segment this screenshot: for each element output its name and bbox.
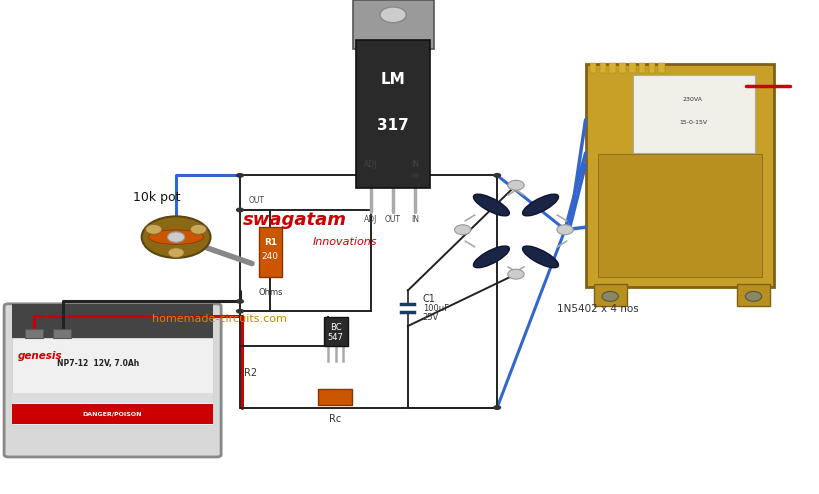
Bar [649,63,655,73]
Bar [737,284,770,306]
Text: Innovations: Innovations [313,237,378,247]
Bar [639,63,645,73]
Circle shape [411,173,419,178]
Text: BC: BC [330,323,342,331]
Text: 25V: 25V [423,313,439,322]
Text: Pb: Pb [133,396,143,405]
Text: swagatam: swagatam [242,211,346,229]
Text: OUT: OUT [248,196,265,205]
Text: Rc: Rc [329,414,341,424]
Bar [259,227,282,277]
Ellipse shape [473,194,509,216]
Text: genesis: genesis [18,351,62,361]
Circle shape [142,216,210,258]
Bar [12,338,213,425]
Text: R2: R2 [244,368,257,378]
Bar [324,317,348,346]
Bar [600,63,606,73]
Bar [25,329,43,338]
Circle shape [602,291,618,301]
Text: OUT: OUT [385,215,401,224]
Circle shape [493,405,501,410]
Text: C1: C1 [423,294,436,304]
Ellipse shape [473,246,509,268]
Text: 547: 547 [328,333,344,342]
Text: LM: LM [381,72,405,87]
Bar [12,304,213,338]
Bar [629,63,636,73]
Bar [318,389,352,405]
Text: 15-0-15V: 15-0-15V [679,120,707,124]
Bar [658,63,665,73]
Text: ADJ: ADJ [364,215,378,224]
Bar [619,63,626,73]
Text: IN: IN [411,215,419,224]
Bar [12,393,213,403]
Text: 1N5402 x 4 nos: 1N5402 x 4 nos [557,304,639,314]
Bar [352,0,434,49]
Bar [590,63,596,73]
Circle shape [168,248,184,258]
Circle shape [493,173,501,178]
Ellipse shape [148,230,204,245]
Bar [598,155,762,277]
Bar [356,40,430,188]
Text: 230VA: 230VA [683,97,703,102]
Circle shape [168,232,185,243]
Text: R1: R1 [264,238,277,247]
Circle shape [557,225,573,235]
Circle shape [508,180,524,190]
Bar [632,76,755,153]
Bar [12,404,213,424]
Bar [609,63,616,73]
Ellipse shape [523,194,559,216]
Circle shape [236,173,244,178]
FancyBboxPatch shape [4,304,221,457]
Circle shape [236,299,244,304]
Bar [53,329,71,338]
Text: DANGER/POISON: DANGER/POISON [83,412,143,416]
Circle shape [236,309,244,314]
Circle shape [745,291,762,301]
Text: NP7-12  12V, 7.0Ah: NP7-12 12V, 7.0Ah [57,359,139,368]
Text: Ohms: Ohms [258,288,283,296]
Circle shape [508,269,524,279]
Bar [594,284,627,306]
Text: 10k pot: 10k pot [133,191,181,204]
Circle shape [236,207,244,212]
Circle shape [190,224,206,234]
Bar [586,64,774,287]
Text: homemade-circuits.com: homemade-circuits.com [152,314,287,324]
Circle shape [146,224,162,234]
Ellipse shape [523,246,559,268]
Circle shape [455,225,471,235]
Text: 317: 317 [378,118,409,133]
Circle shape [380,7,406,23]
Text: 240: 240 [262,252,278,261]
Text: 100uF: 100uF [423,304,449,313]
Text: ADJ: ADJ [364,161,378,169]
Text: IN: IN [411,161,419,169]
